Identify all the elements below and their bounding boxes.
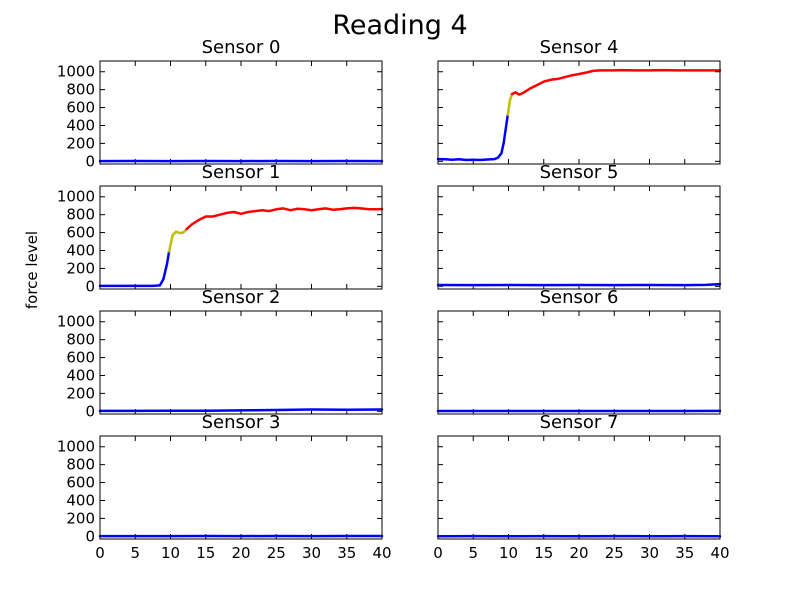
- y-tick-label: 600: [66, 474, 95, 492]
- subplot-sensor-5: Sensor 5: [436, 162, 722, 290]
- x-tick-label: 15: [196, 544, 215, 562]
- series-line-mid: [167, 227, 188, 253]
- plot-frame: [99, 185, 383, 290]
- plot-frame: [437, 185, 721, 290]
- x-tick-label: 30: [302, 544, 321, 562]
- plot-frame: [99, 435, 383, 540]
- figure-title: Reading 4: [332, 10, 467, 41]
- series-line-low: [98, 408, 384, 413]
- series-line-low: [98, 250, 171, 288]
- y-tick-label: 1000: [57, 188, 95, 206]
- x-tick-label: 25: [267, 544, 286, 562]
- x-tick-label: 0: [433, 544, 443, 562]
- y-tick-label: 0: [85, 402, 95, 420]
- subplot-sensor-7: Sensor 7 0 5 10 15 20 25 30 35 40: [433, 412, 729, 562]
- y-tick-label: 800: [66, 81, 95, 99]
- y-tick-label: 400: [66, 491, 95, 509]
- y-tick-label: 200: [66, 134, 95, 152]
- series-line-high: [185, 206, 384, 231]
- x-tick-label: 40: [710, 544, 729, 562]
- y-tick-label: 600: [66, 224, 95, 242]
- subplot-title: Sensor 5: [540, 162, 619, 183]
- y-tick-label: 400: [66, 366, 95, 384]
- subplot-title: Sensor 2: [202, 287, 281, 308]
- y-tick-label: 600: [66, 99, 95, 117]
- y-tick-label: 600: [66, 349, 95, 367]
- y-tick-label: 800: [66, 456, 95, 474]
- y-tick-label: 200: [66, 509, 95, 527]
- y-tick-label: 1000: [57, 313, 95, 331]
- subplot-title: Sensor 6: [540, 287, 619, 308]
- x-tick-label: 0: [95, 544, 105, 562]
- subplot-title: Sensor 1: [202, 162, 281, 183]
- y-tick-label: 200: [66, 384, 95, 402]
- plot-frame: [437, 60, 721, 165]
- plot-frame: [437, 310, 721, 415]
- x-tick-label: 20: [569, 544, 588, 562]
- x-tick-label: 30: [640, 544, 659, 562]
- x-tick-label: 25: [605, 544, 624, 562]
- x-tick-label: 40: [372, 544, 391, 562]
- y-axis-label: force level: [23, 231, 41, 309]
- y-tick-label: 0: [85, 152, 95, 170]
- series-line-low: [436, 113, 510, 162]
- y-tick-label: 400: [66, 241, 95, 259]
- subplot-sensor-6: Sensor 6: [436, 287, 722, 415]
- x-tick-label: 15: [534, 544, 553, 562]
- x-tick-label: 5: [130, 544, 140, 562]
- y-tick-label: 1000: [57, 438, 95, 456]
- y-tick-label: 1000: [57, 63, 95, 81]
- plot-frame: [99, 310, 383, 415]
- plot-frame: [437, 435, 721, 540]
- y-tick-label: 800: [66, 206, 95, 224]
- x-tick-label: 10: [499, 544, 518, 562]
- y-tick-label: 0: [85, 527, 95, 545]
- plot-frame: [99, 60, 383, 165]
- y-tick-label: 800: [66, 331, 95, 349]
- series-line-high: [510, 68, 722, 96]
- subplot-sensor-4: Sensor 4: [436, 37, 722, 165]
- subplot-title: Sensor 4: [540, 37, 619, 58]
- series-line-low: [436, 282, 722, 287]
- x-tick-label: 5: [468, 544, 478, 562]
- x-tick-label: 35: [675, 544, 694, 562]
- subplot-title: Sensor 7: [540, 412, 619, 433]
- subplot-title: Sensor 3: [202, 412, 281, 433]
- x-tick-label: 35: [337, 544, 356, 562]
- subplot-title: Sensor 0: [202, 37, 281, 58]
- y-tick-label: 400: [66, 116, 95, 134]
- y-tick-label: 0: [85, 277, 95, 295]
- y-tick-label: 200: [66, 259, 95, 277]
- x-tick-label: 10: [161, 544, 180, 562]
- x-tick-label: 20: [231, 544, 250, 562]
- series-line-mid: [506, 92, 514, 116]
